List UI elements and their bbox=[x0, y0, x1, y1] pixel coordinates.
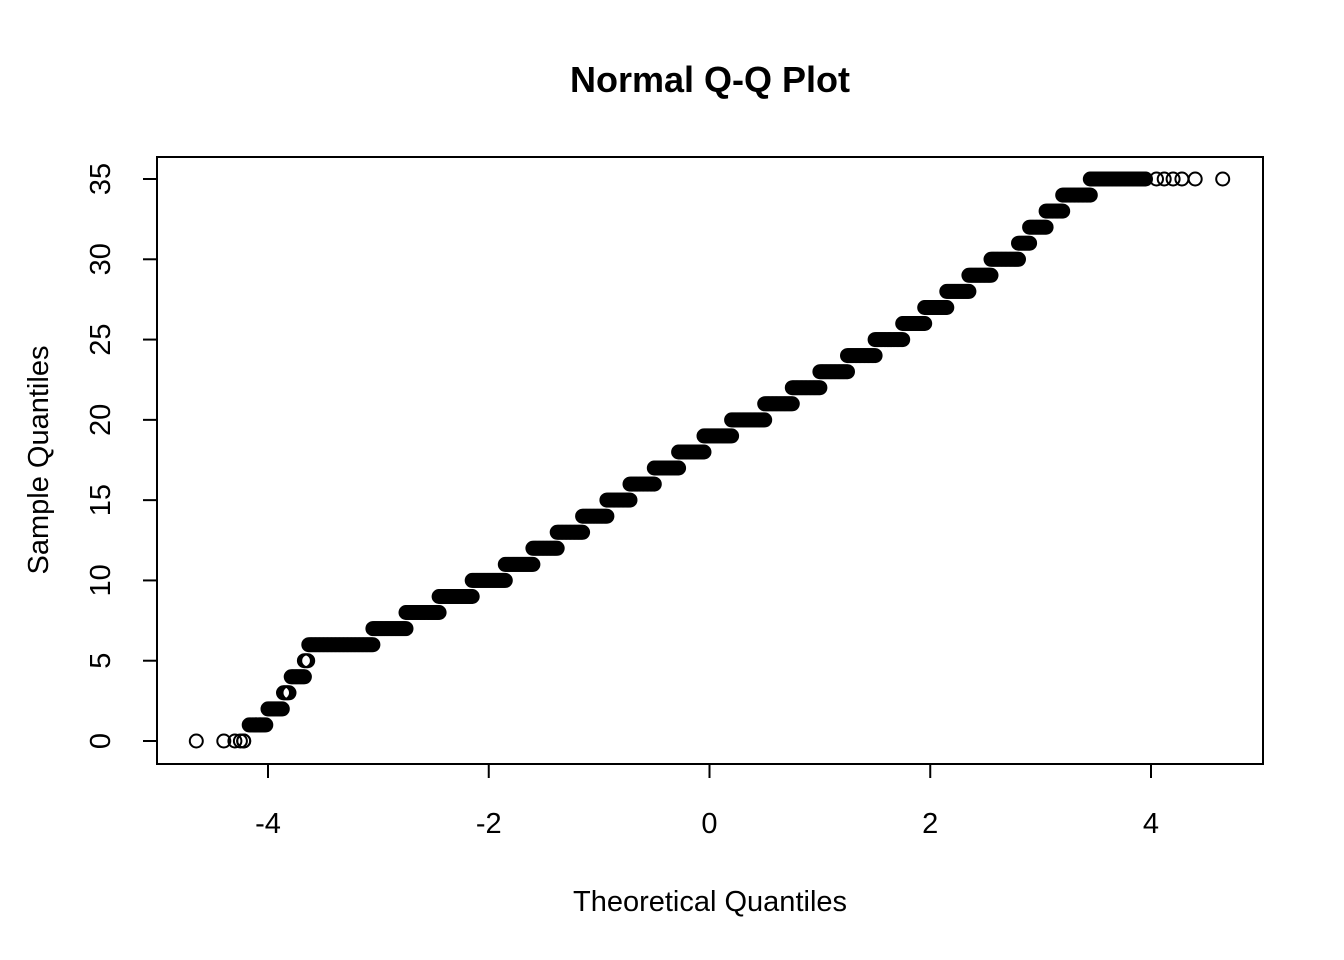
data-point bbox=[1082, 187, 1098, 203]
data-point bbox=[1165, 171, 1181, 187]
data-point bbox=[1022, 235, 1038, 251]
data-point bbox=[1215, 171, 1231, 187]
data-point bbox=[784, 396, 800, 412]
data-point bbox=[258, 717, 274, 733]
points-layer bbox=[188, 171, 1231, 749]
y-tick-label: 20 bbox=[85, 404, 117, 436]
y-axis: 0 5 10 15 20 25 30 35 bbox=[85, 163, 158, 749]
data-point bbox=[599, 508, 615, 524]
data-point bbox=[840, 364, 855, 380]
data-point bbox=[216, 733, 232, 749]
y-tick-label: 35 bbox=[85, 163, 117, 195]
data-point bbox=[1187, 171, 1203, 187]
y-tick-label: 30 bbox=[85, 243, 117, 275]
data-point bbox=[917, 316, 933, 331]
y-tick-label: 0 bbox=[85, 733, 117, 749]
data-point bbox=[300, 653, 316, 669]
data-point bbox=[895, 332, 911, 348]
data-point bbox=[248, 717, 264, 733]
data-point bbox=[252, 717, 268, 733]
x-tick-label: 0 bbox=[701, 808, 717, 840]
data-point bbox=[296, 669, 312, 685]
y-tick-label: 15 bbox=[85, 484, 117, 516]
data-point bbox=[464, 589, 480, 604]
data-point bbox=[646, 476, 662, 492]
data-point bbox=[227, 733, 243, 749]
data-point bbox=[365, 637, 381, 653]
data-point bbox=[961, 283, 977, 299]
y-axis-label: Sample Quantiles bbox=[23, 346, 55, 575]
data-point bbox=[983, 267, 999, 283]
x-tick-label: 4 bbox=[1143, 808, 1159, 840]
x-tick-label: -4 bbox=[255, 808, 281, 840]
data-point bbox=[671, 460, 687, 476]
data-point bbox=[188, 733, 204, 749]
data-point bbox=[757, 412, 773, 428]
data-point bbox=[1149, 171, 1164, 187]
y-tick-label: 5 bbox=[85, 653, 117, 669]
x-tick-label: -2 bbox=[476, 808, 502, 840]
x-axis-label: Theoretical Quantiles bbox=[573, 886, 847, 918]
data-point bbox=[1174, 171, 1190, 187]
data-point bbox=[549, 540, 565, 556]
data-point bbox=[232, 733, 248, 749]
chart-title: Normal Q-Q Plot bbox=[570, 59, 850, 100]
data-point bbox=[1011, 251, 1026, 267]
data-point bbox=[431, 605, 447, 620]
data-point bbox=[724, 428, 740, 444]
data-point bbox=[525, 556, 541, 572]
data-point bbox=[274, 701, 290, 717]
y-tick-label: 25 bbox=[85, 323, 117, 355]
data-point bbox=[1138, 171, 1153, 187]
data-point bbox=[939, 300, 955, 315]
data-point bbox=[1038, 219, 1054, 235]
x-axis: -4 -2 0 2 4 bbox=[255, 763, 1159, 840]
data-point bbox=[1055, 203, 1071, 219]
data-point bbox=[867, 348, 883, 364]
data-point bbox=[281, 685, 297, 701]
data-point bbox=[812, 380, 828, 396]
data-point bbox=[575, 524, 591, 540]
data-point bbox=[622, 492, 638, 508]
data-point bbox=[497, 572, 513, 588]
data-point bbox=[398, 621, 414, 637]
plot-frame bbox=[156, 156, 1264, 765]
y-tick-label: 10 bbox=[85, 564, 117, 596]
data-point bbox=[1156, 171, 1172, 187]
data-point bbox=[696, 444, 712, 460]
x-tick-label: 2 bbox=[922, 808, 938, 840]
